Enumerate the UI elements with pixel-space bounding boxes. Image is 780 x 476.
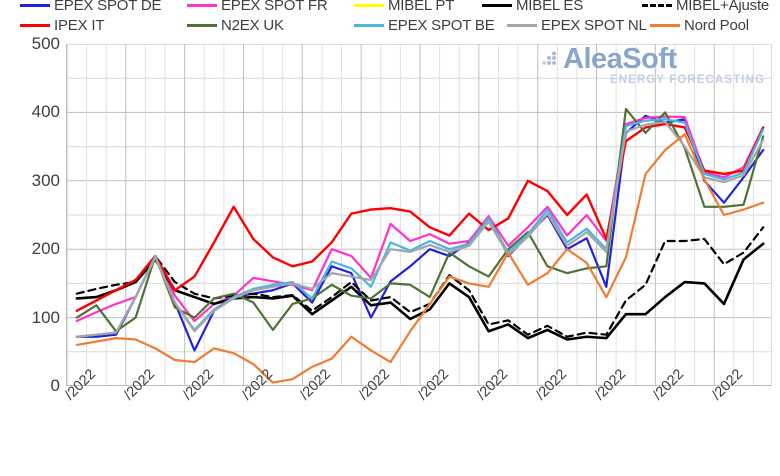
legend-swatch-icon	[185, 16, 219, 35]
y-tick-label: 500	[31, 34, 60, 53]
legend-item-nord-pool[interactable]: Nord Pool	[648, 16, 749, 35]
legend-row-2: IPEX IT N2EX UK EPEX SPOT BE EPEX SPOT NL No…	[0, 16, 780, 35]
legend-item-mibel-es[interactable]: MIBEL ES	[480, 0, 583, 15]
legend-swatch-icon	[505, 16, 539, 35]
legend-item-epex-spot-nl[interactable]: EPEX SPOT NL	[505, 16, 647, 35]
series-line-epex-spot-nl	[75, 120, 765, 338]
legend-label: Nord Pool	[684, 17, 749, 34]
legend-item-mibel-ajuste[interactable]: MIBEL+Ajuste	[640, 0, 769, 15]
legend-item-epex-spot-fr[interactable]: EPEX SPOT FR	[185, 0, 328, 15]
series-line-mibel-ajuste	[75, 226, 765, 338]
legend-item-mibel-pt[interactable]: MIBEL PT	[352, 0, 454, 15]
legend-label: N2EX UK	[221, 17, 284, 34]
legend-label: EPEX SPOT DE	[54, 0, 162, 14]
y-axis: 0 100 200 300 400 500	[0, 34, 60, 395]
series-line-ipex-it	[75, 122, 765, 312]
y-tick-label: 200	[31, 239, 60, 259]
legend-swatch-icon	[640, 0, 674, 15]
y-tick-label: 300	[31, 170, 60, 190]
plot-area-wrapper: 0 100 200 300 400 500 AleaSoft ENERGY F	[0, 34, 780, 440]
legend-label: EPEX SPOT BE	[388, 17, 495, 34]
chart-legend: EPEX SPOT DE EPEX SPOT FR MIBEL PT MIBEL ES…	[0, 0, 780, 38]
y-tick-label: 400	[31, 102, 60, 122]
series-line-n2ex-uk	[75, 107, 765, 333]
legend-swatch-icon	[18, 0, 52, 15]
legend-swatch-icon	[648, 16, 682, 35]
legend-label: IPEX IT	[54, 17, 105, 34]
legend-swatch-icon	[480, 0, 514, 15]
legend-label: MIBEL ES	[516, 0, 584, 14]
legend-item-n2ex-uk[interactable]: N2EX UK	[185, 16, 284, 35]
chart-canvas	[67, 44, 771, 385]
series-line-nord-pool	[75, 133, 765, 384]
x-axis: /2022/2022/2022/2022/2022/2022/2022/2022…	[62, 366, 772, 476]
plot-area	[66, 44, 772, 386]
legend-label: EPEX SPOT FR	[221, 0, 328, 14]
chart-screenshot: EPEX SPOT DE EPEX SPOT FR MIBEL PT MIBEL ES…	[0, 0, 780, 440]
legend-item-epex-spot-de[interactable]: EPEX SPOT DE	[18, 0, 162, 15]
legend-swatch-icon	[352, 0, 386, 15]
legend-item-ipex-it[interactable]: IPEX IT	[18, 16, 104, 35]
legend-item-epex-spot-be[interactable]: EPEX SPOT BE	[352, 16, 495, 35]
y-tick-label: 0	[50, 376, 60, 395]
legend-swatch-icon	[185, 0, 219, 15]
legend-label: EPEX SPOT NL	[541, 17, 647, 34]
legend-label: MIBEL+Ajuste	[676, 0, 770, 14]
series-line-mibel-es	[75, 242, 765, 341]
legend-label: MIBEL PT	[388, 0, 455, 14]
legend-row-1: EPEX SPOT DE EPEX SPOT FR MIBEL PT MIBEL ES…	[0, 0, 780, 15]
legend-swatch-icon	[352, 16, 386, 35]
y-tick-label: 100	[31, 307, 60, 327]
legend-swatch-icon	[18, 16, 52, 35]
